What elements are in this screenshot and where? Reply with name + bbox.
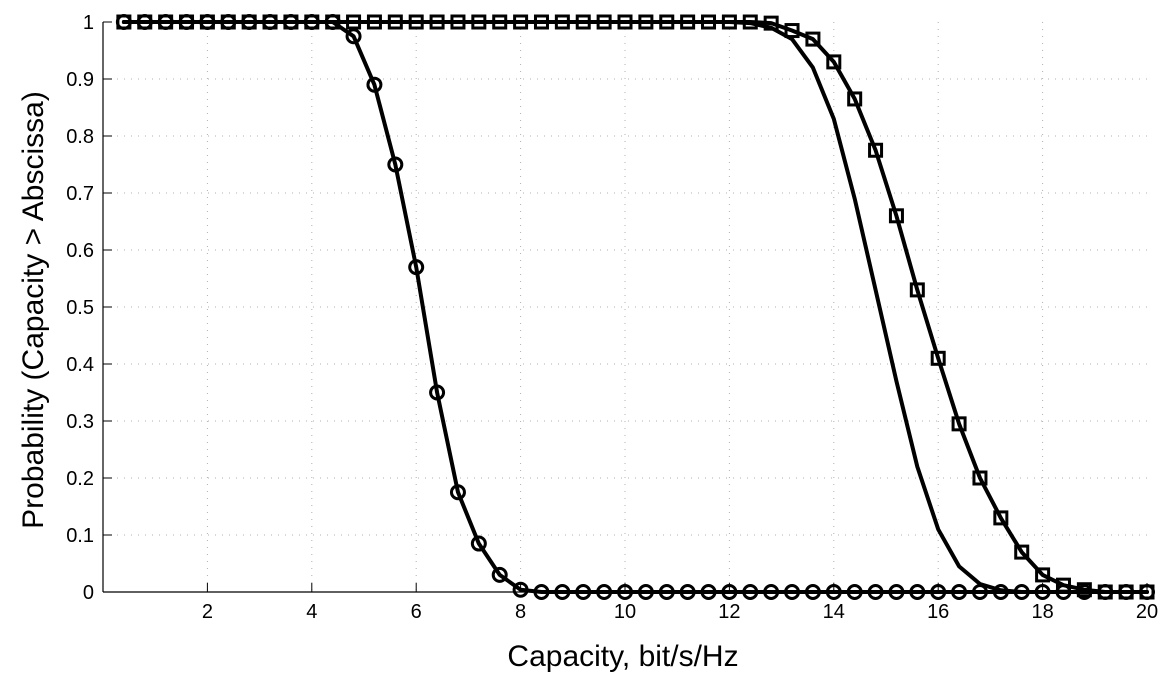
series-3-square-marker [909, 282, 925, 298]
series-3-square-marker [1014, 544, 1030, 560]
series-3-square-marker [805, 31, 821, 47]
series-1-circle-marker [345, 28, 362, 45]
series-3-square-marker [241, 14, 257, 30]
series-3-square-marker [366, 14, 382, 30]
series-3-square-marker [492, 14, 508, 30]
series-3-square-marker [1076, 582, 1092, 598]
series-3-square-marker [387, 14, 403, 30]
series-3-square-marker [199, 14, 215, 30]
series-3-square-marker [304, 14, 320, 30]
series-3-square-marker [596, 14, 612, 30]
series-3-square-marker [784, 23, 800, 39]
x-tick-label: 10 [614, 601, 636, 623]
series-3-square-marker [742, 14, 758, 30]
y-tick-label: 0.1 [66, 525, 94, 547]
series-3-square-marker [429, 14, 445, 30]
y-tick-label: 0.6 [66, 240, 94, 262]
y-tick-label: 0 [83, 582, 94, 604]
series-3-square-marker [868, 142, 884, 158]
series-3-square-marker [408, 14, 424, 30]
series-3-square-marker [701, 14, 717, 30]
series-3-square-marker [680, 14, 696, 30]
x-tick-label: 8 [515, 601, 526, 623]
x-tick-label: 6 [411, 601, 422, 623]
series-3-square-marker [325, 14, 341, 30]
y-tick-label: 0.4 [66, 354, 94, 376]
series-3-square-marker [888, 208, 904, 224]
series-3-square-marker [951, 416, 967, 432]
series-3-square-marker [262, 14, 278, 30]
series-3-square-marker [116, 14, 132, 30]
series-3-line [121, 20, 1149, 594]
series-1-circle-marker [470, 535, 487, 552]
x-tick-label: 14 [823, 601, 845, 623]
series-3-square-marker [993, 510, 1009, 526]
series-3-square-marker [554, 14, 570, 30]
x-tick-label: 18 [1031, 601, 1053, 623]
x-tick-label: 16 [927, 601, 949, 623]
series-3-square-marker [847, 91, 863, 107]
series-1-circle-marker [387, 156, 404, 173]
y-tick-label: 0.9 [66, 69, 94, 91]
y-tick-label: 0.3 [66, 411, 94, 433]
series-3 [116, 14, 1155, 600]
series-3-square-marker [513, 14, 529, 30]
series-3-square-marker [1035, 567, 1051, 583]
x-axis-title: Capacity, bit/s/Hz [507, 640, 738, 673]
axis-ticks: 2 4 6 8 10 12 14 16 18 20 0 0.1 0.2 0.3 0.4 0.5 0.6 0.7 0.… [66, 12, 1158, 623]
series-1-circle-marker [449, 484, 466, 501]
series-3-square-marker [721, 14, 737, 30]
series-1-circle-marker [491, 566, 508, 583]
series-3-square-marker [930, 350, 946, 366]
x-tick-label: 20 [1136, 601, 1158, 623]
x-tick-label: 12 [718, 601, 740, 623]
series-3-square-marker [137, 14, 153, 30]
series-3-square-marker [471, 14, 487, 30]
series-3-square-marker [659, 14, 675, 30]
series-3-square-marker [283, 14, 299, 30]
series-1-circle-marker [366, 76, 383, 93]
series-3-square-marker [179, 14, 195, 30]
series-3-square-marker [763, 15, 779, 31]
series-1-circle-marker [408, 259, 425, 276]
y-axis-title: Probability (Capacity > Abscissa) [17, 91, 50, 529]
series-3-square-marker [617, 14, 633, 30]
series-3-square-marker [972, 470, 988, 486]
series-3-square-marker [638, 14, 654, 30]
series-1-circle-marker [429, 384, 446, 401]
series-3-square-marker [575, 14, 591, 30]
y-tick-label: 1 [83, 12, 94, 34]
y-tick-label: 0.2 [66, 468, 94, 490]
y-tick-label: 0.8 [66, 126, 94, 148]
series-3-square-marker [450, 14, 466, 30]
y-tick-label: 0.7 [66, 183, 94, 205]
x-tick-label: 2 [202, 601, 213, 623]
x-tick-label: 4 [306, 601, 317, 623]
series-3-square-marker [158, 14, 174, 30]
y-tick-label: 0.5 [66, 297, 94, 319]
series-3-square-marker [220, 14, 236, 30]
series-3-square-marker [1055, 577, 1071, 593]
series-3-square-marker [346, 14, 362, 30]
series-3-square-marker [533, 14, 549, 30]
series-3-square-marker [826, 54, 842, 70]
